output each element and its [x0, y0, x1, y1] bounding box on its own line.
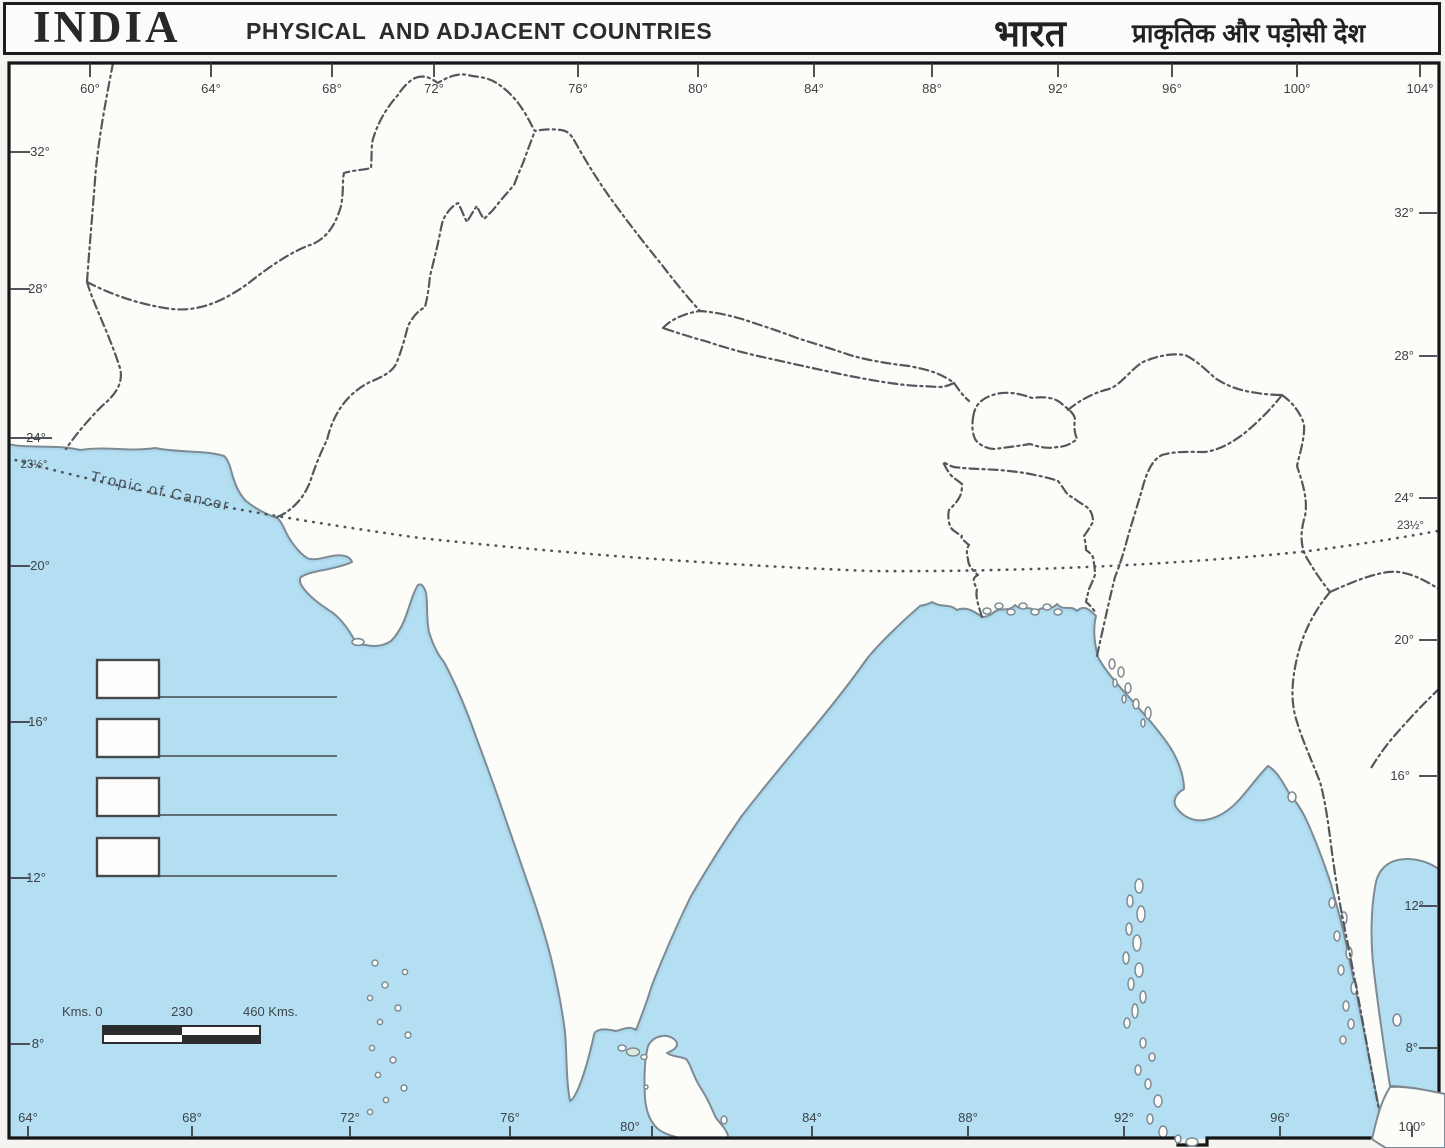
legend-box-4	[95, 836, 161, 878]
border-sikkim	[952, 381, 971, 403]
scale-label-mid: 230	[171, 1004, 193, 1019]
map-frame	[7, 61, 1441, 1147]
tick-label-left-28: 28°	[28, 281, 48, 296]
legend	[95, 658, 337, 878]
tick-label-top-80: 80°	[688, 81, 708, 96]
tick-label-right-16: 16°	[1390, 768, 1410, 783]
scale-bar-segment-dark-2	[182, 1035, 259, 1042]
tick-label-bottom-64: 64°	[18, 1110, 38, 1125]
legend-box-1	[95, 658, 161, 700]
border-nepal	[661, 309, 956, 389]
tick-label-top-96: 96°	[1162, 81, 1182, 96]
palk-strait-islands	[617, 1044, 728, 1125]
tropic-of-cancer-line	[9, 456, 1439, 573]
tick-label-top-92: 92°	[1048, 81, 1068, 96]
tick-label-left-24: 24°	[26, 430, 46, 445]
tick-label-bottom-72: 72°	[340, 1110, 360, 1125]
border-kashmir-north	[413, 73, 576, 142]
landmass-bottom-right	[1370, 1085, 1445, 1148]
tick-label-top-88: 88°	[922, 81, 942, 96]
title-bar: INDIA PHYSICAL AND ADJACENT COUNTRIES भा…	[3, 2, 1441, 55]
arakan-islands	[1108, 658, 1152, 728]
tick-label-top-76: 76°	[568, 81, 588, 96]
legend-box-2	[95, 717, 161, 759]
tick-label-right-8: 8°	[1406, 1040, 1418, 1055]
frame-notch-islands	[1174, 1134, 1199, 1147]
tick-label-right-20: 20°	[1394, 632, 1414, 647]
tick-label-right-32: 32°	[1394, 205, 1414, 220]
sundarbans-islands	[982, 602, 1063, 616]
tick-label-bottom-80: 80°	[620, 1119, 640, 1134]
tick-label-top-60: 60°	[80, 81, 100, 96]
border-india-china-himalaya	[572, 138, 702, 313]
lakshadweep-islands	[366, 959, 412, 1116]
scale-label-left: Kms. 0	[62, 1004, 102, 1019]
border-india-myanmar	[1095, 393, 1284, 658]
tick-label-left-16: 16°	[28, 714, 48, 729]
tick-label-bottom-100: 100°	[1399, 1119, 1426, 1134]
tick-label-right-28: 28°	[1394, 348, 1414, 363]
border-west-pakistan	[64, 63, 417, 451]
tick-label-bottom-68: 68°	[182, 1110, 202, 1125]
border-india-pakistan	[275, 129, 537, 519]
tick-label-top-68: 68°	[322, 81, 342, 96]
tick-label-left-8: 8°	[32, 1036, 44, 1051]
tick-label-top-84: 84°	[804, 81, 824, 96]
tick-label-right-23half: 23½°	[1397, 520, 1424, 532]
tick-label-bottom-92: 92°	[1114, 1110, 1134, 1125]
border-northeast-east	[1280, 393, 1332, 594]
tick-label-bottom-84: 84°	[802, 1110, 822, 1125]
scale-label-right: 460 Kms.	[243, 1004, 298, 1019]
tick-label-right-24: 24°	[1394, 490, 1414, 505]
tick-label-bottom-76: 76°	[500, 1110, 520, 1125]
map-subtitle-hindi: प्राकृतिक और पड़ोसी देश	[1132, 18, 1366, 48]
landmass-subcontinent	[9, 63, 1439, 1139]
border-bangladesh	[941, 460, 1098, 619]
tick-label-top-64: 64°	[201, 81, 221, 96]
graticule-ticks	[10, 63, 1437, 1137]
tick-label-top-104: 104°	[1407, 81, 1434, 96]
border-myanmar-east	[1291, 570, 1439, 1139]
tick-label-left-20: 20°	[30, 558, 50, 573]
tick-label-left-12: 12°	[26, 870, 46, 885]
tick-label-bottom-96: 96°	[1270, 1110, 1290, 1125]
graticule-ticks-top	[89, 63, 1421, 77]
map-title-hindi: भारत	[994, 13, 1066, 54]
andaman-islands	[1122, 878, 1147, 1029]
tick-label-top-72: 72°	[424, 81, 444, 96]
border-bhutan	[971, 391, 1079, 451]
tick-label-left-23half: 23½°	[21, 459, 48, 471]
sri-lanka-island	[643, 1034, 730, 1139]
graticule-ticks-left	[10, 151, 52, 1045]
tick-label-bottom-88: 88°	[958, 1110, 978, 1125]
gulf-islands	[1287, 791, 1402, 1027]
scale-bar-segment-dark-1	[104, 1027, 182, 1035]
diu-island	[351, 637, 365, 647]
map-subtitle-english: PHYSICAL AND ADJACENT COUNTRIES	[246, 18, 713, 44]
map-title-english: INDIA	[33, 2, 181, 52]
scale-bar: Kms. 0 230 460 Kms.	[62, 1004, 298, 1044]
graticule-ticks-right	[1419, 212, 1437, 1049]
legend-box-3	[95, 776, 161, 818]
tick-label-right-12: 12°	[1404, 898, 1424, 913]
border-mcmahon-line	[1066, 353, 1284, 412]
tick-label-left-32: 32°	[30, 144, 50, 159]
graticule-ticks-bottom	[27, 1126, 1413, 1137]
tick-label-top-100: 100°	[1284, 81, 1311, 96]
